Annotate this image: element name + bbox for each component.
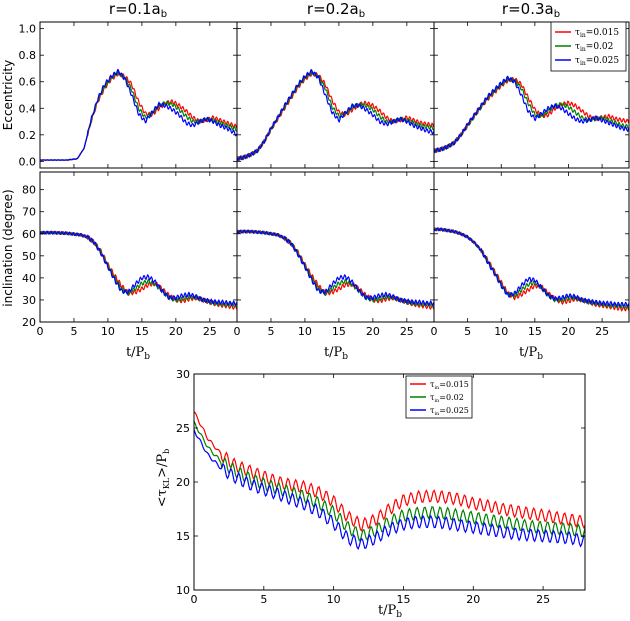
series-line-green (194, 420, 585, 542)
x-tick-label: 25 (203, 325, 217, 338)
eccentricity-panel-r03 (433, 21, 630, 169)
x-axis-label-col3: t/Pb (519, 345, 543, 362)
x-tick-label: 15 (332, 325, 346, 338)
y-tick-label: 70 (22, 206, 36, 219)
x-tick-label: 25 (400, 325, 414, 338)
eccentricity-axis-label: Eccentricity (1, 60, 15, 130)
series-line-blue (194, 429, 585, 551)
x-axis-label-bottom: t/Pb (378, 603, 402, 620)
y-tick-label: 60 (22, 228, 36, 241)
y-tick-label: 40 (22, 272, 36, 285)
eccentricity-panel-r01: 0.0 0.2 0.4 0.6 0.8 1.0 (19, 21, 238, 169)
series-line-red (194, 411, 585, 532)
eccentricity-panel-r02 (236, 21, 435, 169)
axes-frame (39, 21, 238, 169)
axes-frame (236, 21, 435, 169)
y-tick-label: 20 (176, 476, 190, 489)
series-line-blue (40, 230, 237, 307)
series-line-green (434, 76, 629, 153)
series-line-blue (237, 69, 434, 162)
y-tick-label: 0.8 (19, 49, 37, 62)
legend-label: τin=0.02 (430, 393, 464, 404)
x-tick-label: 5 (267, 325, 274, 338)
series-line-red (434, 227, 629, 312)
legend-label: τin=0.025 (575, 56, 619, 67)
y-tick-label: 0.6 (19, 76, 37, 89)
axes-frame (433, 171, 630, 323)
series-line-green (237, 69, 434, 161)
x-tick-label: 15 (135, 325, 149, 338)
inclination-axis-label: inclination (degree) (1, 189, 15, 306)
inclination-panel-r03: 0 5 10 15 20 25 (431, 171, 630, 338)
x-tick-label: 0 (431, 325, 438, 338)
series-line-blue (434, 227, 629, 308)
y-tick-label: 50 (22, 250, 36, 263)
axes-frame (433, 21, 630, 169)
y-tick-label: 0.0 (19, 155, 37, 168)
series-line-red (434, 76, 629, 154)
y-tick-label: 80 (22, 184, 36, 197)
x-tick-label: 10 (327, 593, 341, 606)
legend-bottom: τin=0.015 τin=0.02 τin=0.025 (405, 375, 473, 419)
series-line-red (40, 230, 237, 310)
x-tick-label: 5 (464, 325, 471, 338)
series-line-blue (40, 68, 237, 161)
series-line-green (237, 229, 434, 309)
series-line-red (237, 229, 434, 310)
y-tick-label: 30 (176, 368, 190, 381)
column-title-2: r=0.2ab (307, 0, 365, 20)
column-title-1: r=0.1ab (109, 0, 167, 20)
y-tick-label: 25 (176, 422, 190, 435)
x-axis-label-col1: t/Pb (126, 345, 150, 362)
legend-label: τin=0.015 (575, 28, 619, 39)
x-tick-label: 15 (396, 593, 410, 606)
series-line-green (40, 230, 237, 309)
x-tick-label: 10 (101, 325, 115, 338)
y-tick-label: 0.2 (19, 129, 37, 142)
y-tick-label: 10 (176, 584, 190, 597)
column-title-3: r=0.3ab (502, 0, 560, 20)
series-line-blue (237, 229, 434, 307)
y-tick-label: 1.0 (19, 23, 37, 36)
tau-kl-panel: 0 5 10 15 20 25 10 15 20 25 30 (176, 368, 586, 606)
series-line-red (40, 71, 237, 161)
legend-top: τin=0.015 τin=0.02 τin=0.025 (550, 21, 627, 72)
series-line-green (434, 227, 629, 310)
x-tick-label: 0 (37, 325, 44, 338)
x-tick-label: 0 (191, 593, 198, 606)
x-tick-label: 20 (561, 325, 575, 338)
x-tick-label: 25 (536, 593, 550, 606)
legend-label: τin=0.02 (575, 42, 613, 53)
x-tick-label: 5 (70, 325, 77, 338)
x-tick-label: 10 (494, 325, 508, 338)
x-tick-label: 20 (366, 325, 380, 338)
x-tick-label: 10 (298, 325, 312, 338)
y-tick-label: 15 (176, 530, 190, 543)
series-line-red (237, 71, 434, 161)
inclination-panel-r01: 0 5 10 15 20 25 20 30 40 50 60 70 80 (22, 171, 238, 338)
x-tick-label: 0 (234, 325, 241, 338)
series-line-blue (434, 75, 629, 154)
x-axis-label-col2: t/Pb (324, 345, 348, 362)
legend-label: τin=0.025 (430, 406, 469, 417)
x-tick-label: 5 (260, 593, 267, 606)
legend-label: τin=0.015 (430, 380, 469, 391)
inclination-panel-r02: 0 5 10 15 20 25 (234, 171, 435, 338)
y-tick-label: 30 (22, 294, 36, 307)
x-tick-label: 25 (595, 325, 609, 338)
x-tick-label: 15 (528, 325, 542, 338)
tau-kl-axis-label: <τKL>/Pb (155, 449, 171, 508)
x-tick-label: 20 (169, 325, 183, 338)
x-tick-label: 20 (466, 593, 480, 606)
y-tick-label: 0.4 (19, 102, 37, 115)
y-tick-label: 20 (22, 316, 36, 329)
